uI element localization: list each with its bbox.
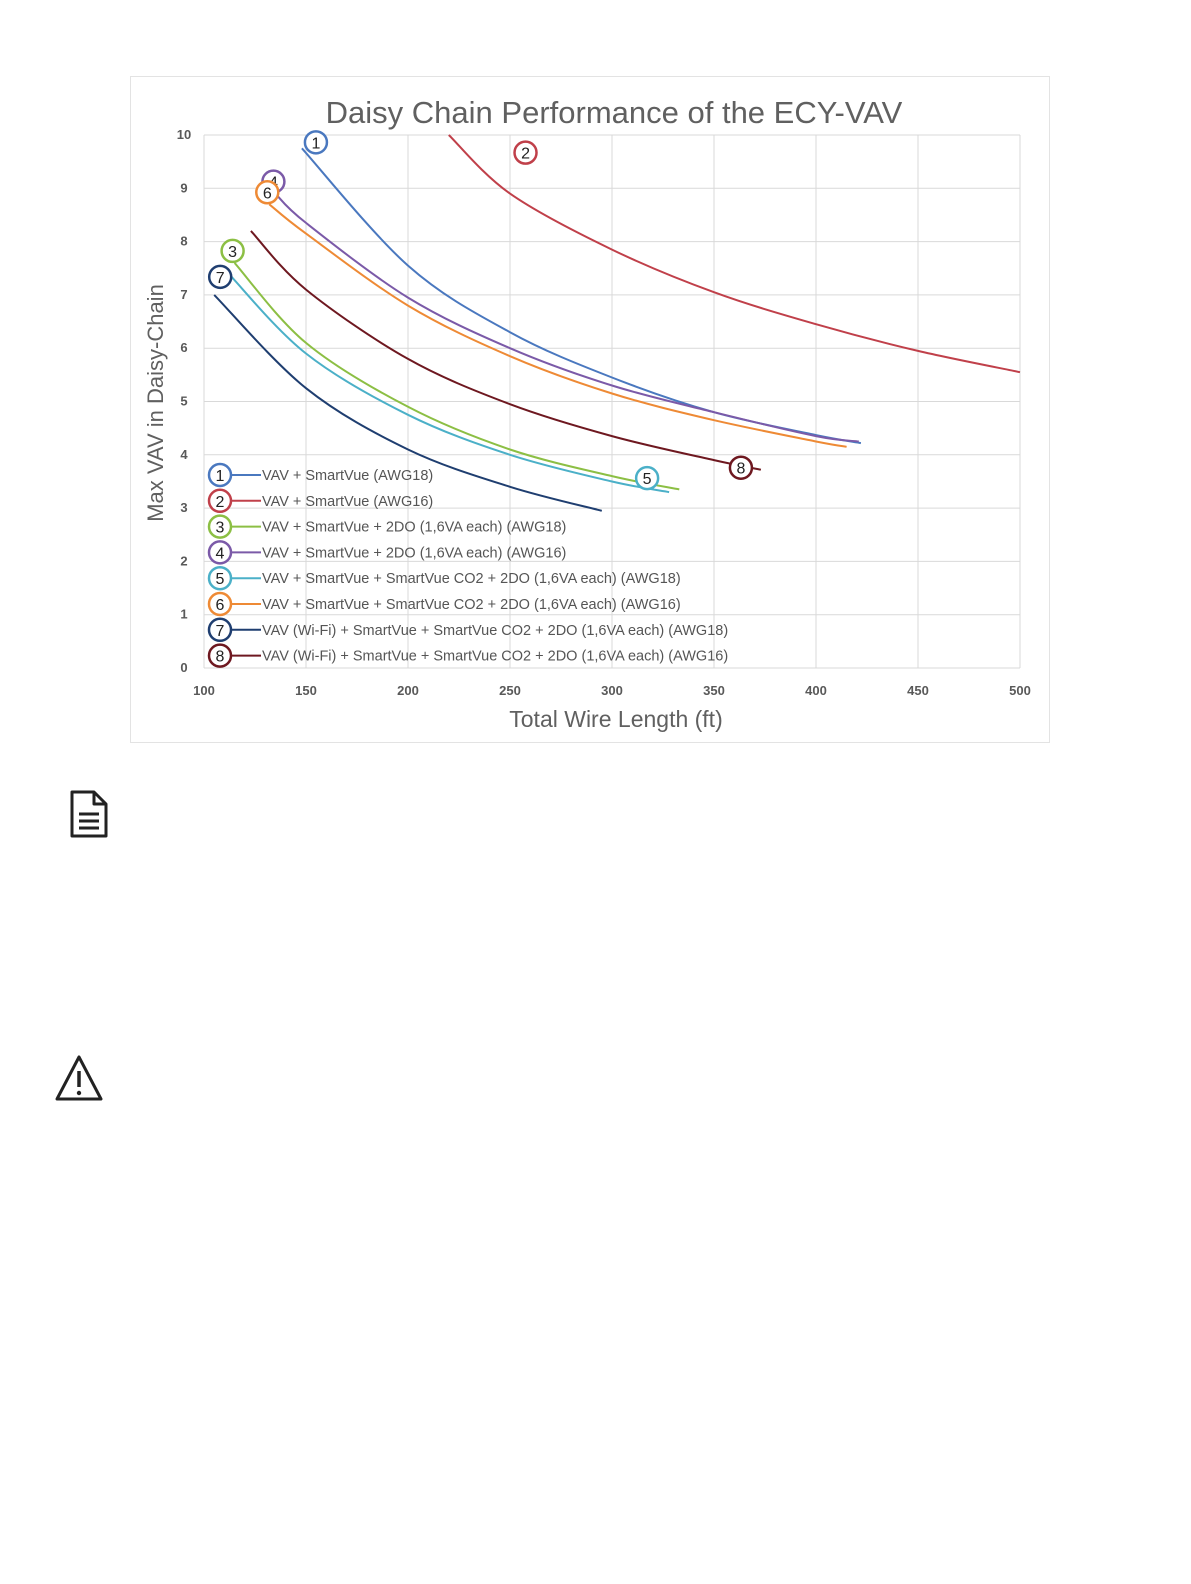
y-tick-label: 8 bbox=[180, 234, 187, 249]
series-line-2 bbox=[448, 134, 1021, 374]
series-marker-3 bbox=[220, 238, 245, 264]
legend: 1 VAV + SmartVue (AWG18) 2 VAV + SmartVue (… bbox=[207, 462, 728, 668]
y-tick-label: 5 bbox=[180, 394, 187, 409]
x-tick-label: 400 bbox=[805, 683, 827, 698]
legend-label-3: VAV + SmartVue + 2DO (1,6VA each) (AWG18… bbox=[262, 520, 566, 536]
legend-label-1: VAV + SmartVue (AWG18) bbox=[262, 468, 433, 484]
y-tick-label: 7 bbox=[180, 287, 187, 302]
y-tick-label: 2 bbox=[180, 553, 187, 568]
series-marker-7 bbox=[207, 264, 233, 290]
x-axis-label: Total Wire Length (ft) bbox=[509, 706, 722, 732]
grid bbox=[203, 134, 1021, 669]
chart: 0 1 2 3 4 5 6 7 8 9 10 100 150 200 250 300 350 400 450 500 … bbox=[130, 76, 1050, 743]
y-tick-label: 4 bbox=[180, 447, 188, 462]
legend-marker-label-1: 1 bbox=[216, 468, 225, 485]
series-line-4 bbox=[274, 192, 859, 443]
legend-marker-label-7: 7 bbox=[216, 623, 225, 640]
tick-labels: 0 1 2 3 4 5 6 7 8 9 10 100 150 200 250 300 350 400 450 500 bbox=[177, 127, 1031, 698]
y-tick-label: 10 bbox=[177, 127, 191, 142]
document-note-icon bbox=[70, 790, 108, 838]
series-marker-1 bbox=[303, 130, 329, 155]
series-marker-label-6: 6 bbox=[263, 185, 272, 202]
x-tick-label: 250 bbox=[499, 683, 521, 698]
x-tick-label: 300 bbox=[601, 683, 623, 698]
legend-label-2: VAV + SmartVue (AWG16) bbox=[262, 494, 433, 510]
legend-label-5: VAV + SmartVue + SmartVue CO2 + 2DO (1,6… bbox=[262, 571, 681, 587]
legend-label-6: VAV + SmartVue + SmartVue CO2 + 2DO (1,6… bbox=[262, 597, 681, 613]
legend-label-8: VAV (Wi-Fi) + SmartVue + SmartVue CO2 + … bbox=[262, 649, 728, 665]
y-tick-label: 6 bbox=[180, 340, 187, 355]
legend-marker-label-5: 5 bbox=[216, 571, 225, 588]
series-marker-label-5: 5 bbox=[643, 471, 652, 488]
x-tick-label: 350 bbox=[703, 683, 725, 698]
y-axis-label: Max VAV in Daisy-Chain bbox=[143, 284, 168, 522]
x-tick-label: 150 bbox=[295, 683, 317, 698]
y-tick-label: 9 bbox=[180, 180, 187, 195]
series-marker-label-8: 8 bbox=[736, 461, 745, 478]
series-line-3 bbox=[233, 262, 680, 491]
series-marker-5 bbox=[634, 465, 660, 491]
x-tick-label: 100 bbox=[193, 683, 215, 698]
series-marker-label-2: 2 bbox=[521, 146, 530, 163]
legend-label-7: VAV (Wi-Fi) + SmartVue + SmartVue CO2 + … bbox=[262, 623, 728, 639]
x-tick-label: 450 bbox=[907, 683, 929, 698]
series-marker-6 bbox=[255, 180, 280, 205]
y-tick-label: 1 bbox=[180, 607, 187, 622]
legend-marker-label-8: 8 bbox=[216, 649, 225, 666]
x-tick-label: 200 bbox=[397, 683, 419, 698]
warning-triangle-icon bbox=[55, 1055, 103, 1101]
chart-title: Daisy Chain Performance of the ECY-VAV bbox=[326, 95, 903, 130]
x-tick-label: 500 bbox=[1009, 683, 1031, 698]
legend-marker-label-2: 2 bbox=[216, 494, 225, 511]
legend-label-4: VAV + SmartVue + 2DO (1,6VA each) (AWG16… bbox=[262, 545, 566, 561]
legend-marker-label-3: 3 bbox=[216, 520, 225, 537]
series-line-1 bbox=[301, 147, 862, 445]
series-line-6 bbox=[268, 203, 847, 448]
y-tick-label: 0 bbox=[180, 660, 187, 675]
series-line-7 bbox=[213, 294, 603, 512]
series-lines bbox=[213, 134, 1021, 512]
series-marker-label-7: 7 bbox=[216, 270, 225, 287]
series-marker-8 bbox=[728, 455, 754, 480]
series-line-8 bbox=[250, 230, 762, 471]
series-marker-label-3: 3 bbox=[228, 244, 237, 261]
legend-marker-label-4: 4 bbox=[216, 545, 225, 562]
series-marker-2 bbox=[513, 140, 538, 165]
series-line-5 bbox=[227, 272, 670, 494]
series-marker-label-1: 1 bbox=[311, 135, 320, 152]
y-tick-label: 3 bbox=[180, 500, 187, 515]
legend-marker-label-6: 6 bbox=[216, 597, 225, 614]
